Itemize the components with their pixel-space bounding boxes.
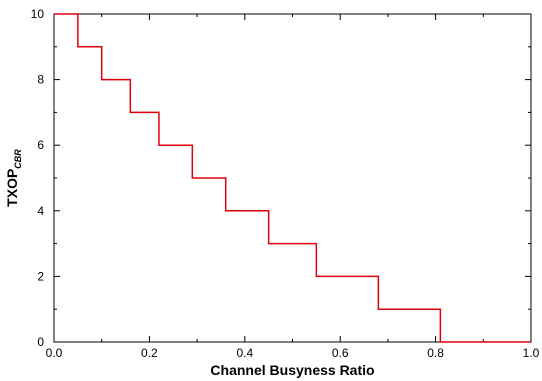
y-tick-label: 2 [37, 269, 44, 283]
x-tick-label: 0.8 [427, 346, 444, 360]
y-axis-title: TXOPCBR [4, 149, 23, 207]
y-tick-label: 8 [37, 73, 44, 87]
y-axis-title-sub: CBR [13, 149, 23, 169]
plot-frame [53, 13, 532, 343]
y-tick-label: 6 [37, 138, 44, 152]
tick-labels: 0.0 0.2 0.4 0.6 0.8 1.0 0 2 4 6 8 10 [31, 7, 540, 360]
x-tick-label: 1.0 [523, 346, 540, 360]
y-tick-label: 4 [37, 204, 44, 218]
y-tick-label: 10 [31, 7, 45, 21]
x-tick-label: 0.2 [141, 346, 158, 360]
y-axis-title-main: TXOP [4, 169, 20, 207]
series-line-0 [54, 13, 531, 343]
ticks [53, 13, 532, 343]
x-tick-label: 0.4 [236, 346, 253, 360]
series-layer [54, 13, 531, 343]
x-tick-label: 0.6 [332, 346, 349, 360]
x-axis-title: Channel Busyness Ratio [210, 362, 374, 378]
x-tick-label: 0.0 [46, 346, 63, 360]
y-tick-label: 0 [37, 335, 44, 349]
